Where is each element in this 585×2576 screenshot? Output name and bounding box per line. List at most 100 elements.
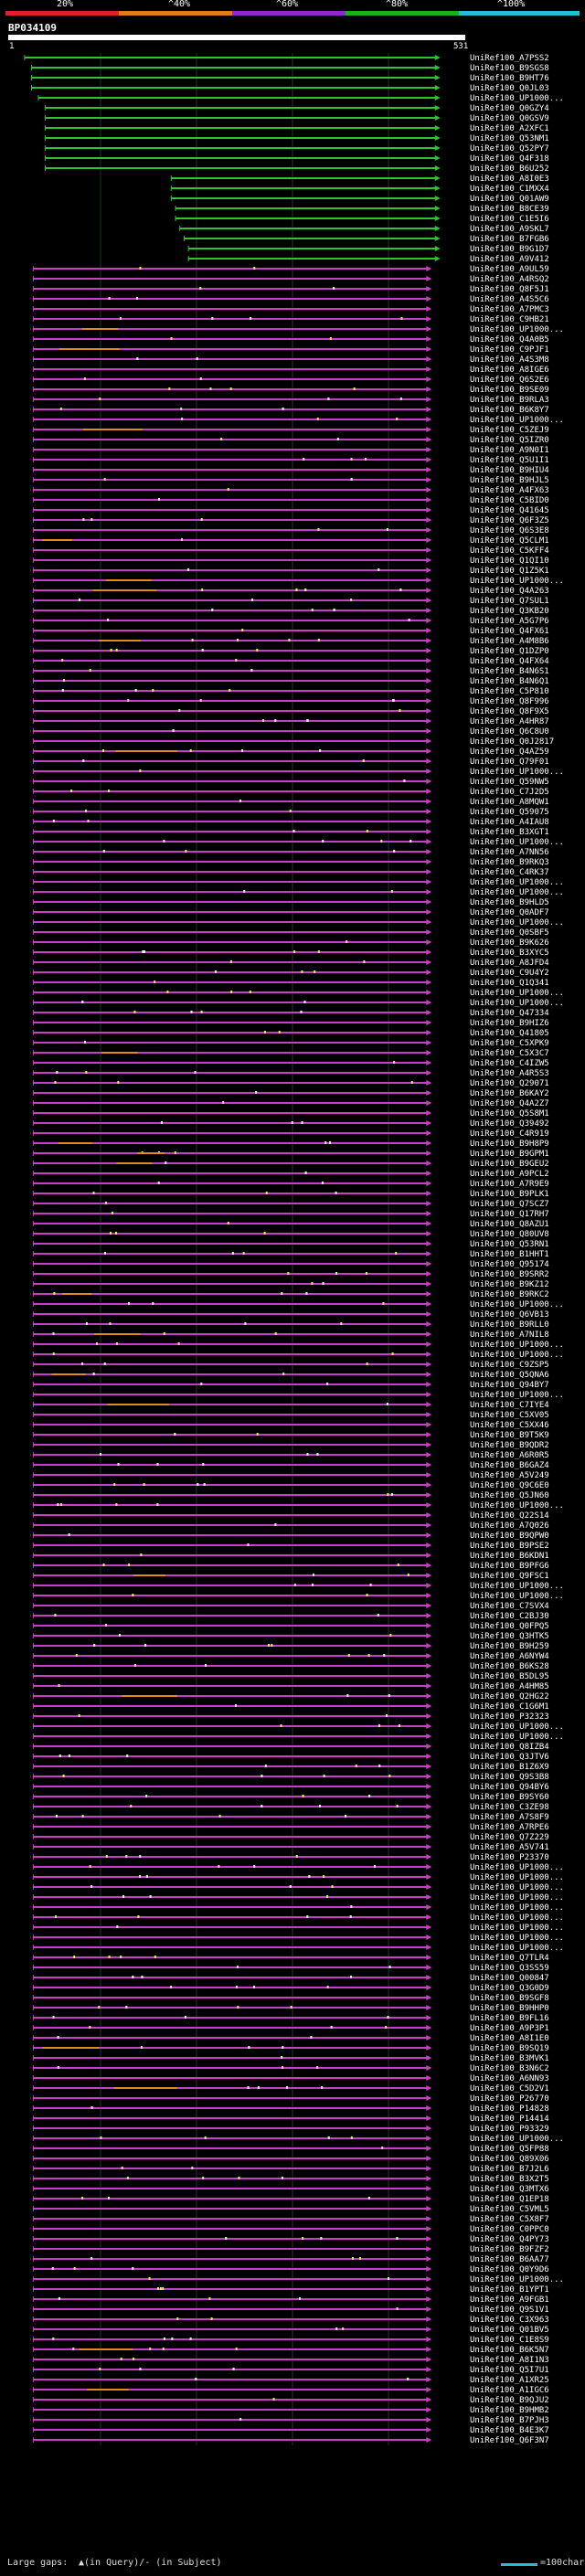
- hit-label[interactable]: UniRef100_UP1000...: [470, 888, 564, 897]
- hit-label[interactable]: UniRef100_Q9FSC1: [470, 1572, 549, 1581]
- hit-label[interactable]: UniRef100_P14414: [470, 2115, 549, 2124]
- hit-row[interactable]: UniRef100_Q95174: [32, 1260, 549, 1269]
- hit-label[interactable]: UniRef100_UP1000...: [470, 416, 564, 425]
- hit-row[interactable]: UniRef100_UP1000...: [32, 1341, 564, 1350]
- hit-row[interactable]: UniRef100_Q7SUL1: [32, 597, 549, 606]
- hit-label[interactable]: UniRef100_UP1000...: [470, 1873, 564, 1882]
- hit-row[interactable]: UniRef100_A7NIL8: [32, 1330, 549, 1340]
- hit-row[interactable]: UniRef100_Q0GZY4: [45, 104, 549, 113]
- hit-row[interactable]: UniRef100_C2BJ30: [32, 1612, 549, 1621]
- hit-label[interactable]: UniRef100_UP1000...: [470, 1913, 564, 1923]
- hit-row[interactable]: UniRef100_C5ZEJ9: [32, 426, 549, 435]
- hit-row[interactable]: UniRef100_B6KAY2: [32, 1089, 549, 1098]
- hit-row[interactable]: UniRef100_Q5U1I1: [32, 456, 549, 465]
- hit-row[interactable]: UniRef100_Q5JN60: [32, 1491, 549, 1500]
- hit-row[interactable]: UniRef100_B6K8Y7: [32, 406, 549, 415]
- hit-row[interactable]: UniRef100_UP1000...: [32, 918, 564, 928]
- hit-label[interactable]: UniRef100_Q8IZB4: [470, 1743, 549, 1752]
- hit-label[interactable]: UniRef100_A5V249: [470, 1471, 549, 1480]
- hit-label[interactable]: UniRef100_B9SQ19: [470, 2044, 549, 2053]
- hit-row[interactable]: UniRef100_C9PJF1: [32, 345, 549, 355]
- hit-row[interactable]: UniRef100_A4HM85: [32, 1682, 549, 1691]
- hit-row[interactable]: UniRef100_Q3KB20: [32, 607, 549, 616]
- hit-row[interactable]: UniRef100_B9FZF2: [32, 2245, 549, 2254]
- hit-row[interactable]: UniRef100_C9U4Y2: [32, 969, 549, 978]
- hit-label[interactable]: UniRef100_Q3MTX6: [470, 2185, 549, 2194]
- hit-row[interactable]: UniRef100_B9RLA3: [32, 396, 549, 405]
- hit-label[interactable]: UniRef100_Q6S2E6: [470, 376, 549, 385]
- hit-label[interactable]: UniRef100_Q79F01: [470, 758, 549, 767]
- hit-row[interactable]: UniRef100_B1Z6X9: [32, 1763, 549, 1772]
- hit-label[interactable]: UniRef100_UP1000...: [470, 1934, 564, 1943]
- hit-label[interactable]: UniRef100_C9HB21: [470, 315, 549, 324]
- hit-row[interactable]: UniRef100_Q3JTV6: [32, 1753, 549, 1762]
- hit-row[interactable]: UniRef100_UP1000...: [32, 1903, 564, 1913]
- hit-label[interactable]: UniRef100_C4RK37: [470, 868, 549, 877]
- hit-row[interactable]: UniRef100_B9SGS8: [30, 64, 549, 73]
- hit-row[interactable]: UniRef100_C7IYE4: [32, 1401, 549, 1410]
- hit-label[interactable]: UniRef100_B9KZ12: [470, 1280, 549, 1289]
- hit-label[interactable]: UniRef100_A7NN56: [470, 848, 549, 857]
- hit-row[interactable]: UniRef100_B9PSE2: [32, 1542, 549, 1551]
- hit-row[interactable]: UniRef100_Q6F3N7: [32, 2436, 549, 2445]
- hit-row[interactable]: UniRef100_Q0FPQ5: [32, 1622, 549, 1631]
- hit-row[interactable]: UniRef100_Q4F318: [45, 154, 549, 164]
- hit-label[interactable]: UniRef100_Q5S8M1: [470, 1109, 549, 1118]
- hit-label[interactable]: UniRef100_UP1000...: [470, 325, 564, 334]
- hit-label[interactable]: UniRef100_B1HHT1: [470, 1250, 549, 1259]
- hit-row[interactable]: UniRef100_A4S3M8: [32, 355, 549, 365]
- hit-label[interactable]: UniRef100_C4IZW5: [470, 1059, 549, 1068]
- hit-label[interactable]: UniRef100_B7J2L6: [470, 2165, 549, 2174]
- hit-row[interactable]: UniRef100_Q53NM1: [45, 134, 549, 143]
- hit-label[interactable]: UniRef100_B9HIZ6: [470, 1019, 549, 1028]
- hit-label[interactable]: UniRef100_Q0FPQ5: [470, 1622, 549, 1631]
- hit-label[interactable]: UniRef100_C5D2V1: [470, 2084, 549, 2094]
- hit-row[interactable]: UniRef100_B4E3K7: [32, 2426, 549, 2435]
- hit-label[interactable]: UniRef100_Q8F996: [470, 697, 549, 706]
- hit-row[interactable]: UniRef100_A9N0I1: [32, 446, 549, 455]
- hit-label[interactable]: UniRef100_Q8F5J1: [470, 285, 549, 294]
- hit-label[interactable]: UniRef100_Q01AW9: [470, 195, 549, 204]
- hit-row[interactable]: UniRef100_A7PMC3: [32, 305, 549, 314]
- hit-row[interactable]: UniRef100_UP1000...: [32, 1300, 564, 1309]
- hit-label[interactable]: UniRef100_UP1000...: [470, 1582, 564, 1591]
- hit-row[interactable]: UniRef100_A8I1N3: [32, 2356, 549, 2365]
- hit-label[interactable]: UniRef100_Q1EP18: [470, 2195, 549, 2204]
- hit-label[interactable]: UniRef100_UP1000...: [470, 768, 564, 777]
- hit-label[interactable]: UniRef100_Q94BY6: [470, 1783, 549, 1792]
- hit-row[interactable]: UniRef100_Q9FSC1: [32, 1572, 549, 1581]
- hit-row[interactable]: UniRef100_A1IGC6: [32, 2386, 549, 2395]
- hit-label[interactable]: UniRef100_B9K626: [470, 938, 549, 948]
- hit-row[interactable]: UniRef100_B3X2T5: [32, 2175, 549, 2184]
- hit-label[interactable]: UniRef100_UP1000...: [470, 1924, 564, 1933]
- hit-label[interactable]: UniRef100_Q00847: [470, 1974, 549, 1983]
- hit-row[interactable]: UniRef100_B1YPT1: [32, 2285, 549, 2295]
- hit-label[interactable]: UniRef100_A9SKL7: [470, 225, 549, 234]
- hit-label[interactable]: UniRef100_Q0Y9D6: [470, 2265, 549, 2274]
- hit-row[interactable]: UniRef100_B7FGB6: [183, 235, 549, 244]
- hit-label[interactable]: UniRef100_C1E8S9: [470, 2336, 549, 2345]
- hit-row[interactable]: UniRef100_B9H259: [32, 1642, 549, 1651]
- hit-row[interactable]: UniRef100_Q47334: [32, 1009, 549, 1018]
- hit-label[interactable]: UniRef100_B9SY60: [470, 1793, 549, 1802]
- hit-label[interactable]: UniRef100_B9T5K9: [470, 1431, 549, 1440]
- hit-label[interactable]: UniRef100_A8I0E3: [470, 175, 549, 184]
- hit-row[interactable]: UniRef100_P93329: [32, 2125, 549, 2134]
- hit-label[interactable]: UniRef100_C3ZE98: [470, 1803, 549, 1812]
- hit-row[interactable]: UniRef100_A5V741: [32, 1843, 549, 1852]
- hit-label[interactable]: UniRef100_B6AA77: [470, 2255, 549, 2264]
- hit-row[interactable]: UniRef100_Q4A2Z7: [32, 1099, 549, 1108]
- hit-label[interactable]: UniRef100_B6KAY2: [470, 1089, 549, 1098]
- hit-label[interactable]: UniRef100_UP1000...: [470, 1893, 564, 1903]
- hit-row[interactable]: UniRef100_B9GPM1: [32, 1150, 549, 1159]
- hit-row[interactable]: UniRef100_Q41645: [32, 506, 549, 515]
- hit-row[interactable]: UniRef100_B9FL16: [32, 2014, 549, 2023]
- hit-row[interactable]: UniRef100_Q01AW9: [170, 195, 549, 204]
- hit-row[interactable]: UniRef100_B9PFG6: [32, 1562, 549, 1571]
- hit-row[interactable]: UniRef100_A6NYW4: [32, 1652, 549, 1661]
- hit-label[interactable]: UniRef100_UP1000...: [470, 2275, 564, 2284]
- hit-label[interactable]: UniRef100_C9PJF1: [470, 345, 549, 355]
- hit-label[interactable]: UniRef100_A4FX63: [470, 486, 549, 495]
- hit-row[interactable]: UniRef100_A6R0R5: [32, 1451, 549, 1460]
- hit-row[interactable]: UniRef100_UP1000...: [32, 1351, 564, 1360]
